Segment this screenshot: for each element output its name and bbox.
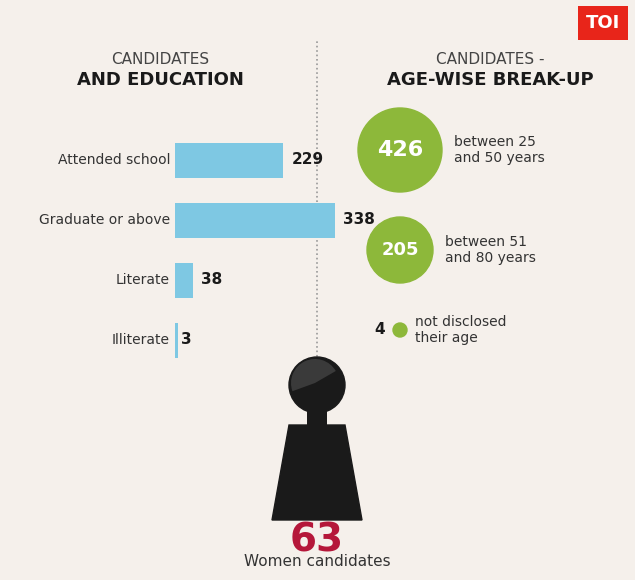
Text: 63: 63 — [290, 521, 344, 559]
FancyBboxPatch shape — [175, 202, 335, 237]
Circle shape — [367, 217, 433, 283]
Circle shape — [358, 108, 442, 192]
Text: between 51
and 80 years: between 51 and 80 years — [445, 235, 536, 265]
Text: 4: 4 — [375, 322, 385, 338]
Text: 426: 426 — [377, 140, 423, 160]
Text: Women candidates: Women candidates — [244, 554, 391, 570]
Text: Graduate or above: Graduate or above — [39, 213, 170, 227]
Text: AND EDUCATION: AND EDUCATION — [77, 71, 243, 89]
Text: 38: 38 — [201, 273, 222, 288]
FancyBboxPatch shape — [578, 6, 628, 40]
Text: Attended school: Attended school — [58, 153, 170, 167]
Text: 229: 229 — [291, 153, 323, 168]
Text: CANDIDATES: CANDIDATES — [111, 53, 209, 67]
Text: CANDIDATES -: CANDIDATES - — [436, 53, 544, 67]
Text: AGE-WISE BREAK-UP: AGE-WISE BREAK-UP — [387, 71, 593, 89]
FancyBboxPatch shape — [175, 263, 193, 298]
FancyBboxPatch shape — [307, 410, 327, 425]
Text: 338: 338 — [343, 212, 375, 227]
Text: 3: 3 — [182, 332, 192, 347]
FancyBboxPatch shape — [175, 143, 283, 177]
Text: Literate: Literate — [116, 273, 170, 287]
Text: between 25
and 50 years: between 25 and 50 years — [454, 135, 545, 165]
Polygon shape — [272, 425, 362, 520]
Text: TOI: TOI — [586, 14, 620, 32]
Wedge shape — [291, 359, 336, 391]
Circle shape — [289, 357, 345, 413]
Circle shape — [393, 323, 407, 337]
Text: 205: 205 — [381, 241, 418, 259]
Text: Illiterate: Illiterate — [112, 333, 170, 347]
Text: not disclosed
their age: not disclosed their age — [415, 315, 507, 345]
FancyBboxPatch shape — [175, 322, 178, 357]
